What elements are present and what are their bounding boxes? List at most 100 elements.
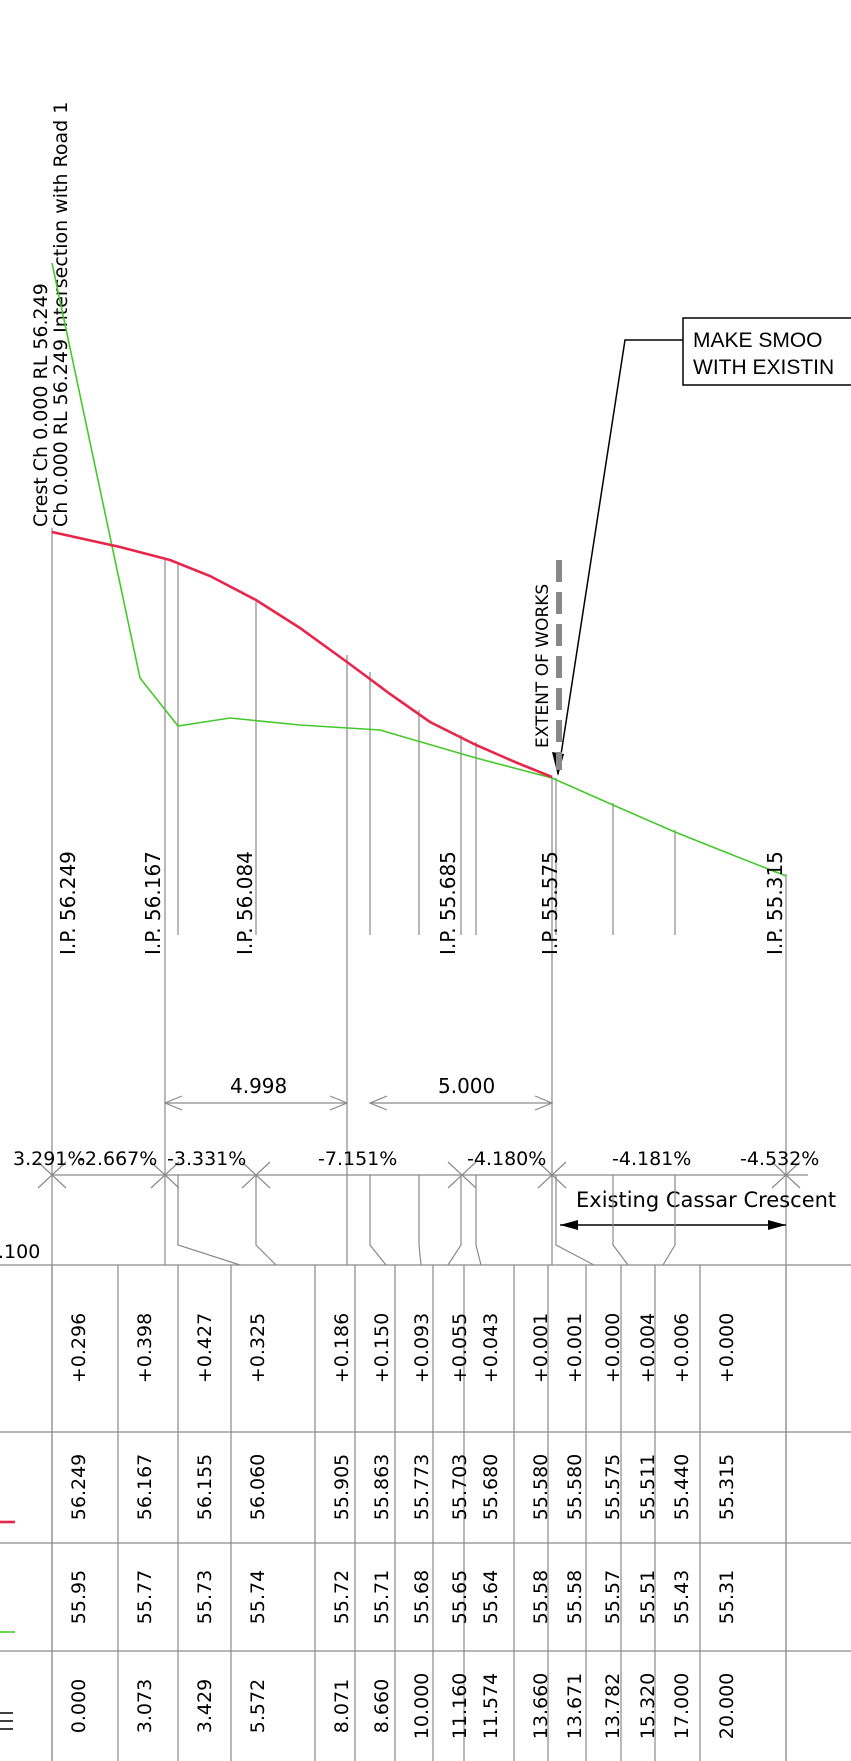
table-cell-design: 55.703 bbox=[449, 1454, 471, 1520]
leader-ch-5572 bbox=[255, 1175, 277, 1266]
grade-label: -2.667% bbox=[78, 1148, 157, 1170]
leader-ch-13671 bbox=[555, 1175, 595, 1266]
table-cells: +0.29656.24955.950.000+0.39856.16755.773… bbox=[68, 1313, 738, 1739]
vc-arrow-left-2 bbox=[368, 1095, 388, 1111]
vc-arrow-right-1 bbox=[329, 1095, 349, 1111]
table-cell-design: 55.315 bbox=[716, 1454, 738, 1520]
table-cell-existing: 55.74 bbox=[247, 1570, 269, 1624]
existing-road: Existing Cassar Crescent bbox=[560, 1188, 836, 1230]
vc-arrow-right-2 bbox=[534, 1095, 554, 1111]
table-cell-chainage: 17.000 bbox=[671, 1673, 693, 1739]
table-cell-existing: 55.57 bbox=[602, 1570, 624, 1624]
grade-label: -4.181% bbox=[612, 1148, 691, 1170]
ip-label: I.P. 55.685 bbox=[436, 851, 460, 955]
ip-labels: I.P. 56.249 I.P. 56.167 I.P. 56.084 I.P.… bbox=[56, 851, 787, 955]
grade-label: -3.331% bbox=[167, 1148, 246, 1170]
table-cell-depth: +0.004 bbox=[637, 1313, 659, 1383]
grade-chevron bbox=[461, 1161, 477, 1189]
profile-lines bbox=[51, 262, 787, 877]
ip-label: I.P. 56.167 bbox=[141, 851, 165, 955]
data-table: +0.29656.24955.950.000+0.39856.16755.773… bbox=[0, 1264, 851, 1761]
grade-chevron bbox=[51, 1161, 67, 1189]
callout-leader bbox=[557, 339, 683, 775]
ip-label: I.P. 56.249 bbox=[56, 851, 80, 955]
table-cell-depth: +0.325 bbox=[247, 1313, 269, 1383]
callout-line-2: WITH EXISTIN bbox=[693, 356, 834, 379]
grade-label: 3.291% bbox=[13, 1148, 85, 1170]
table-cell-existing: 55.43 bbox=[671, 1570, 693, 1624]
table-cell-design: 55.905 bbox=[331, 1454, 353, 1520]
callout-box bbox=[682, 317, 851, 386]
table-cell-depth: +0.150 bbox=[371, 1313, 393, 1383]
table-cell-existing: 55.95 bbox=[68, 1570, 90, 1624]
grade-label: -4.532% bbox=[740, 1148, 819, 1170]
header-labels: Crest Ch 0.000 RL 56.249 Ch 0.000 RL 56.… bbox=[30, 102, 72, 527]
table-cell-design: 55.773 bbox=[411, 1454, 433, 1520]
table-cell-chainage: 11.160 bbox=[449, 1673, 471, 1739]
table-cell-depth: +0.055 bbox=[449, 1313, 471, 1383]
table-cell-design: 55.580 bbox=[564, 1454, 586, 1520]
table-cell-existing: 55.72 bbox=[331, 1570, 353, 1624]
table-cell-depth: +0.001 bbox=[564, 1313, 586, 1383]
table-cell-depth: +0.043 bbox=[480, 1313, 502, 1383]
table-cell-existing: 55.73 bbox=[194, 1570, 216, 1624]
grade-chevron bbox=[785, 1161, 801, 1189]
table-cell-chainage: 3.073 bbox=[134, 1679, 156, 1733]
table-cell-existing: 55.58 bbox=[564, 1570, 586, 1624]
table-cell-depth: +0.093 bbox=[411, 1313, 433, 1383]
table-cell-chainage: 15.320 bbox=[637, 1673, 659, 1739]
table-cell-design: 55.863 bbox=[371, 1454, 393, 1520]
table-cell-design: 55.440 bbox=[671, 1454, 693, 1520]
table-cell-existing: 55.77 bbox=[134, 1570, 156, 1624]
leader-ch-10000 bbox=[418, 1175, 422, 1266]
leader-ch-11574 bbox=[475, 1175, 482, 1266]
ip-label: I.P. 55.575 bbox=[538, 851, 562, 955]
extent-of-works: EXTENT OF WORKS bbox=[533, 560, 562, 770]
table-cell-depth: +0.000 bbox=[602, 1313, 624, 1383]
leader-ch-11160 bbox=[447, 1175, 462, 1266]
intersection-label: Ch 0.000 RL 56.249 Intersection with Roa… bbox=[50, 102, 72, 527]
table-cell-chainage: 0.000 bbox=[68, 1679, 90, 1733]
extent-label: EXTENT OF WORKS bbox=[533, 584, 553, 748]
table-cell-existing: 55.31 bbox=[716, 1570, 738, 1624]
leader-ch-15320 bbox=[612, 1175, 629, 1266]
callout: MAKE SMOO WITH EXISTIN bbox=[552, 317, 851, 776]
table-leaders bbox=[177, 1175, 676, 1266]
grade-chevron bbox=[164, 1161, 180, 1189]
table-column-lines bbox=[51, 1265, 787, 1761]
table-cell-design: 55.680 bbox=[480, 1454, 502, 1520]
table-cell-existing: 55.68 bbox=[411, 1570, 433, 1624]
ip-label: I.P. 56.084 bbox=[233, 851, 257, 955]
table-cell-chainage: 3.429 bbox=[194, 1679, 216, 1733]
grade-label: -4.180% bbox=[467, 1148, 546, 1170]
table-cell-depth: +0.000 bbox=[716, 1313, 738, 1383]
table-cell-chainage: 13.660 bbox=[530, 1673, 552, 1739]
table-cell-chainage: 10.000 bbox=[411, 1673, 433, 1739]
vc-length-1: 4.998 bbox=[230, 1074, 287, 1098]
table-cell-existing: 55.71 bbox=[371, 1570, 393, 1624]
table-cell-chainage: 13.782 bbox=[602, 1673, 624, 1739]
table-cell-chainage: 8.071 bbox=[331, 1679, 353, 1733]
callout-line-1: MAKE SMOO bbox=[693, 329, 823, 352]
table-cell-design: 56.249 bbox=[68, 1454, 90, 1520]
table-cell-existing: 55.65 bbox=[449, 1570, 471, 1624]
table-cell-existing: 55.51 bbox=[637, 1570, 659, 1624]
leader-ch-3429 bbox=[177, 1175, 241, 1266]
table-cell-depth: +0.186 bbox=[331, 1313, 353, 1383]
road-label: Existing Cassar Crescent bbox=[576, 1188, 836, 1212]
leader-ch-8660 bbox=[369, 1175, 387, 1266]
table-cell-design: 56.060 bbox=[247, 1454, 269, 1520]
table-cell-design: 55.575 bbox=[602, 1454, 624, 1520]
ip-label: I.P. 55.315 bbox=[763, 851, 787, 955]
existing-surface-line bbox=[51, 262, 787, 877]
vc-length-2: 5.000 bbox=[438, 1074, 495, 1098]
table-cell-chainage: 13.671 bbox=[564, 1673, 586, 1739]
table-cell-design: 55.580 bbox=[530, 1454, 552, 1520]
table-cell-depth: +0.001 bbox=[530, 1313, 552, 1383]
grade-chevron bbox=[551, 1161, 567, 1189]
table-cell-depth: +0.427 bbox=[194, 1313, 216, 1383]
table-cell-chainage: 5.572 bbox=[247, 1679, 269, 1733]
table-cell-depth: +0.296 bbox=[68, 1313, 90, 1383]
table-cell-existing: 55.58 bbox=[530, 1570, 552, 1624]
